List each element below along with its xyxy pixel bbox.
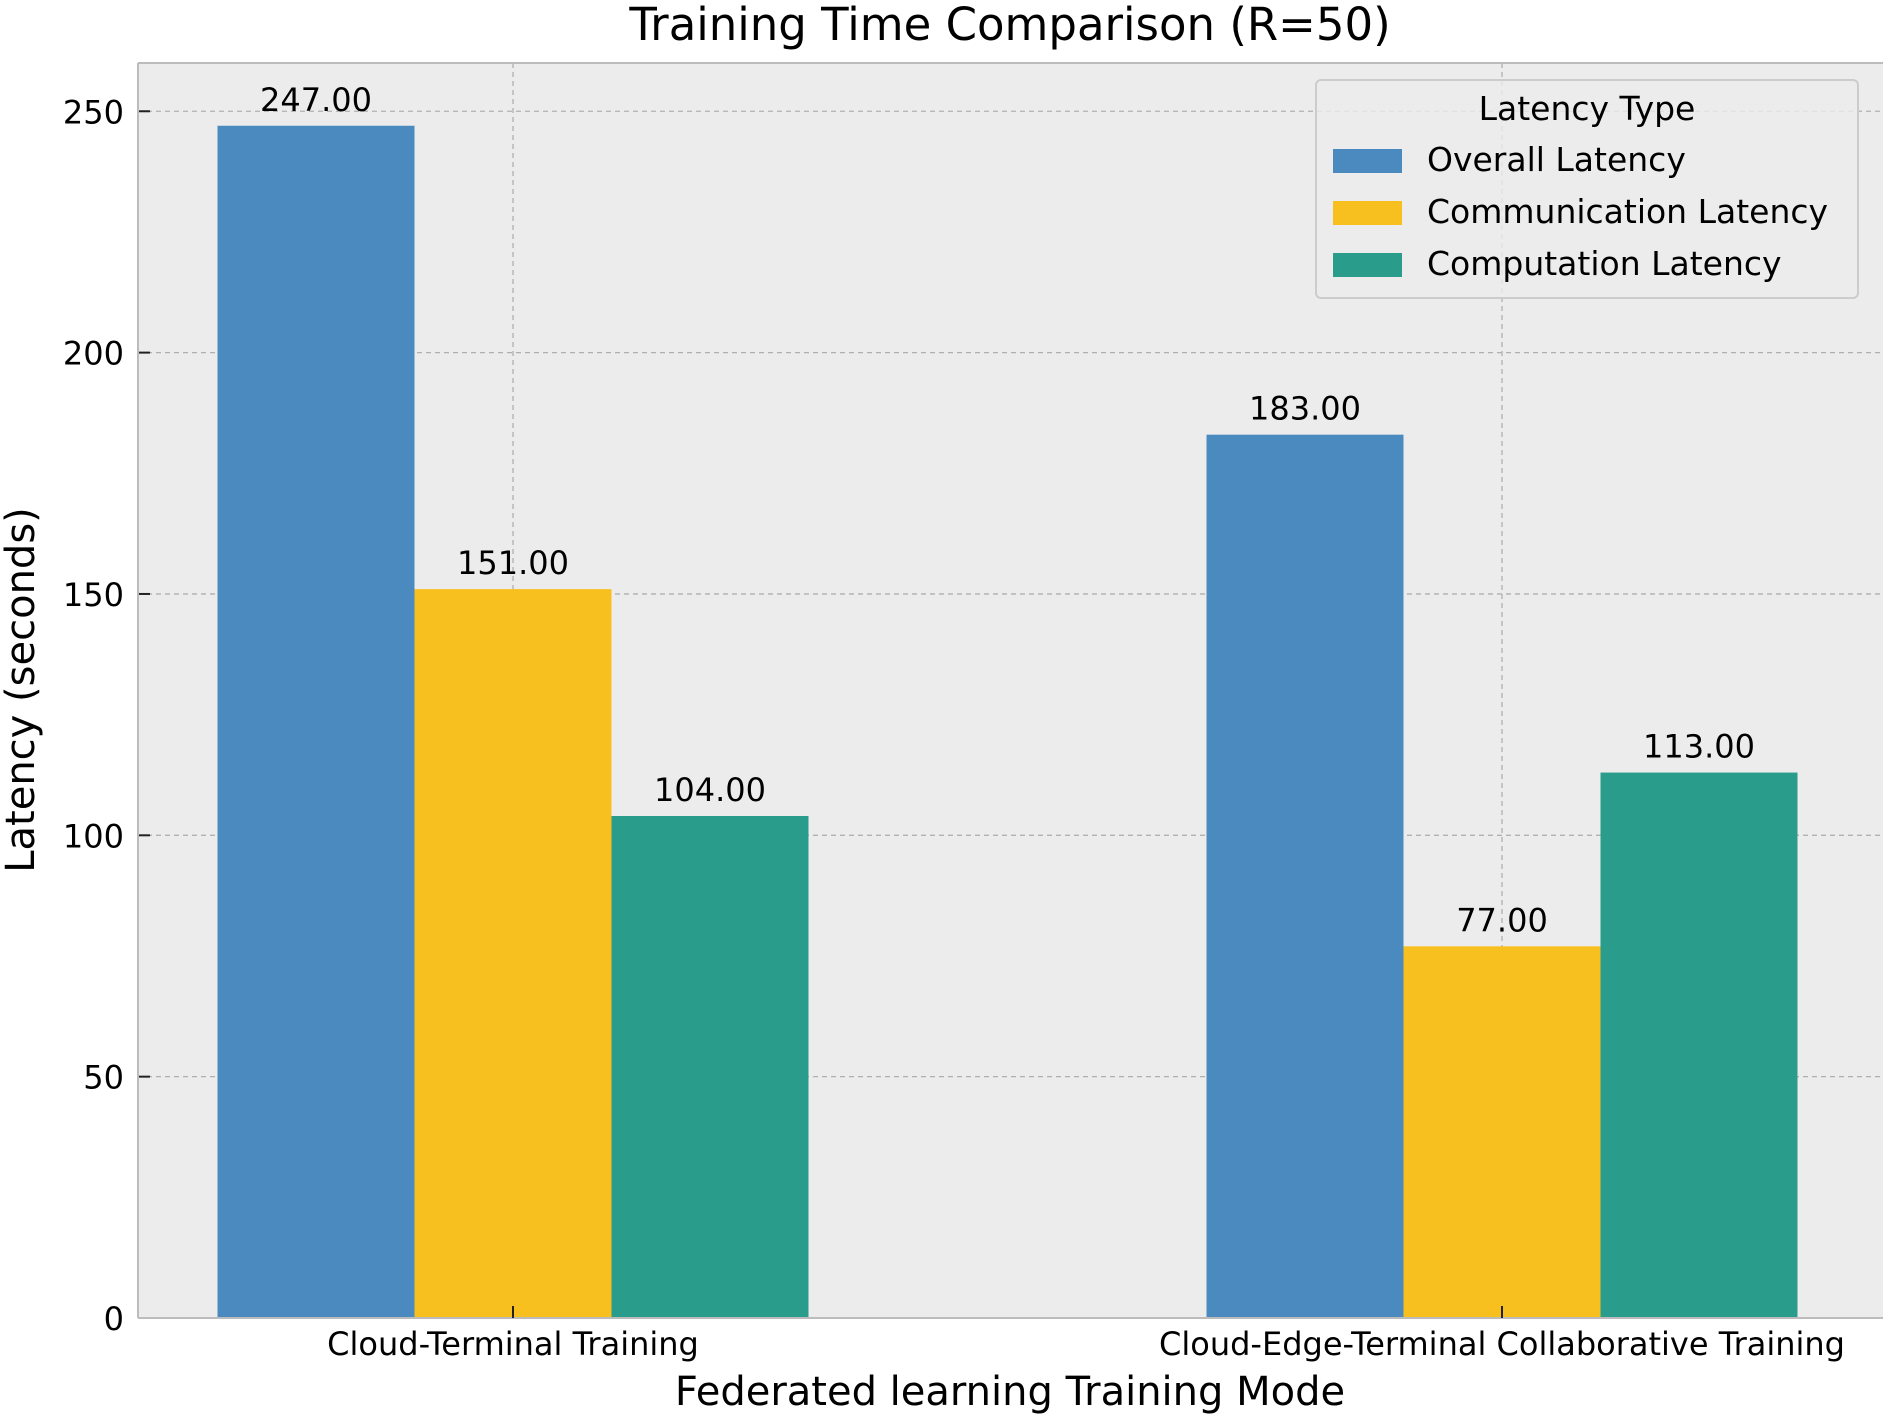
bar-value-label: 77.00 [1456, 901, 1548, 939]
y-tick-label: 100 [63, 817, 124, 855]
chart-title: Training Time Comparison (R=50) [628, 0, 1390, 51]
legend-title: Latency Type [1479, 89, 1696, 128]
bar-overall-latency-0 [217, 125, 415, 1318]
y-tick-label: 50 [83, 1059, 124, 1097]
bar-value-label: 247.00 [260, 81, 372, 119]
bar-value-label: 151.00 [457, 544, 569, 582]
legend: Latency Type Overall Latency Communicatio… [1315, 79, 1859, 299]
bar-communication-latency-0 [414, 589, 612, 1318]
legend-entry-label: Overall Latency [1427, 140, 1686, 179]
legend-entry-label: Communication Latency [1427, 192, 1828, 231]
y-axis-label: Latency (seconds) [0, 507, 44, 873]
bar-overall-latency-1 [1206, 434, 1404, 1318]
bar-value-labels: 247.00 183.00 151.00 77.00 104.00 113.00 [260, 81, 1755, 940]
x-tick-label: Cloud-Terminal Training [327, 1325, 699, 1363]
bar-communication-latency-1 [1403, 946, 1601, 1318]
x-tick-label: Cloud-Edge-Terminal Collaborative Traini… [1159, 1325, 1845, 1363]
y-tick-label: 250 [63, 93, 124, 131]
legend-box [1315, 79, 1859, 299]
y-tick-label: 0 [104, 1300, 124, 1338]
bar-computation-latency-1 [1600, 772, 1798, 1318]
legend-swatch [1333, 201, 1402, 225]
y-tick-label: 200 [63, 335, 124, 373]
y-tick-label: 150 [63, 576, 124, 614]
axes: 0 50 100 150 200 250 Cloud-Terminal Training Cl… [63, 62, 1883, 1363]
bar-value-label: 104.00 [654, 771, 766, 809]
bar-value-label: 113.00 [1643, 728, 1755, 766]
bar-computation-latency-0 [611, 816, 809, 1318]
bars [217, 125, 1798, 1318]
x-axis-label: Federated learning Training Mode [675, 1369, 1345, 1415]
legend-entry-label: Computation Latency [1427, 244, 1782, 283]
bar-value-label: 183.00 [1249, 390, 1361, 428]
legend-swatch [1333, 253, 1402, 277]
legend-swatch [1333, 149, 1402, 173]
